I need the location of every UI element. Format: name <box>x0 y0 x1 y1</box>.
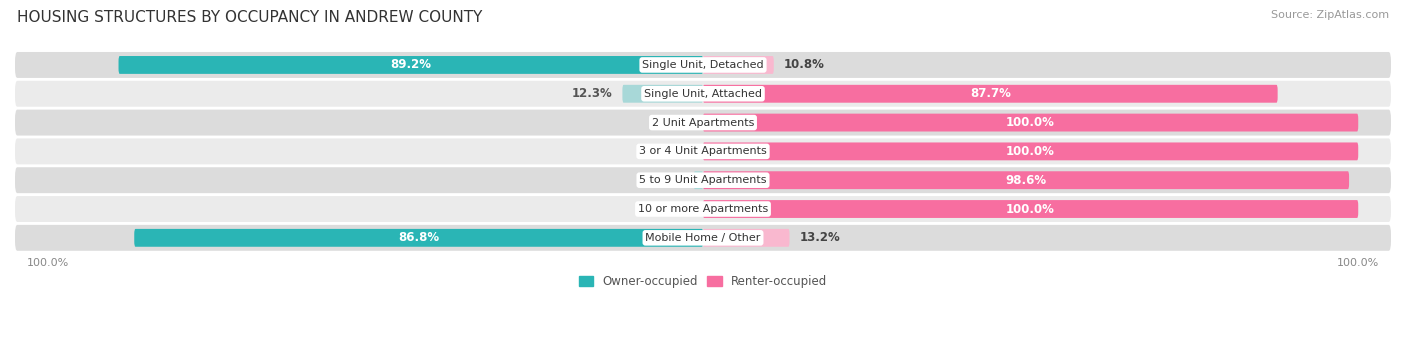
FancyBboxPatch shape <box>703 85 1278 103</box>
Text: 100.0%: 100.0% <box>1007 145 1054 158</box>
FancyBboxPatch shape <box>15 52 1391 78</box>
FancyBboxPatch shape <box>134 229 703 247</box>
FancyBboxPatch shape <box>703 143 1358 160</box>
FancyBboxPatch shape <box>623 85 703 103</box>
Text: 86.8%: 86.8% <box>398 231 439 244</box>
Text: 5 to 9 Unit Apartments: 5 to 9 Unit Apartments <box>640 175 766 185</box>
FancyBboxPatch shape <box>703 229 790 247</box>
FancyBboxPatch shape <box>15 109 1391 135</box>
Text: 89.2%: 89.2% <box>391 58 432 72</box>
Text: Mobile Home / Other: Mobile Home / Other <box>645 233 761 243</box>
Text: 10 or more Apartments: 10 or more Apartments <box>638 204 768 214</box>
Text: 10.8%: 10.8% <box>783 58 824 72</box>
Text: 0.0%: 0.0% <box>661 116 693 129</box>
FancyBboxPatch shape <box>15 81 1391 107</box>
Text: 1.4%: 1.4% <box>651 174 683 187</box>
FancyBboxPatch shape <box>703 56 773 74</box>
Text: 13.2%: 13.2% <box>800 231 839 244</box>
Text: 0.0%: 0.0% <box>661 203 693 216</box>
Text: 100.0%: 100.0% <box>1007 116 1054 129</box>
Text: 12.3%: 12.3% <box>572 87 613 100</box>
Legend: Owner-occupied, Renter-occupied: Owner-occupied, Renter-occupied <box>574 270 832 293</box>
FancyBboxPatch shape <box>703 171 1350 189</box>
Text: 87.7%: 87.7% <box>970 87 1011 100</box>
FancyBboxPatch shape <box>703 200 1358 218</box>
Text: 0.0%: 0.0% <box>661 145 693 158</box>
FancyBboxPatch shape <box>15 138 1391 164</box>
Text: Source: ZipAtlas.com: Source: ZipAtlas.com <box>1271 10 1389 20</box>
FancyBboxPatch shape <box>15 225 1391 251</box>
Text: 2 Unit Apartments: 2 Unit Apartments <box>652 118 754 128</box>
Text: HOUSING STRUCTURES BY OCCUPANCY IN ANDREW COUNTY: HOUSING STRUCTURES BY OCCUPANCY IN ANDRE… <box>17 10 482 25</box>
FancyBboxPatch shape <box>15 167 1391 193</box>
FancyBboxPatch shape <box>118 56 703 74</box>
Text: Single Unit, Attached: Single Unit, Attached <box>644 89 762 99</box>
Text: Single Unit, Detached: Single Unit, Detached <box>643 60 763 70</box>
Text: 98.6%: 98.6% <box>1005 174 1046 187</box>
FancyBboxPatch shape <box>703 114 1358 132</box>
FancyBboxPatch shape <box>693 171 703 189</box>
Text: 3 or 4 Unit Apartments: 3 or 4 Unit Apartments <box>640 146 766 157</box>
Text: 100.0%: 100.0% <box>1007 203 1054 216</box>
FancyBboxPatch shape <box>15 196 1391 222</box>
